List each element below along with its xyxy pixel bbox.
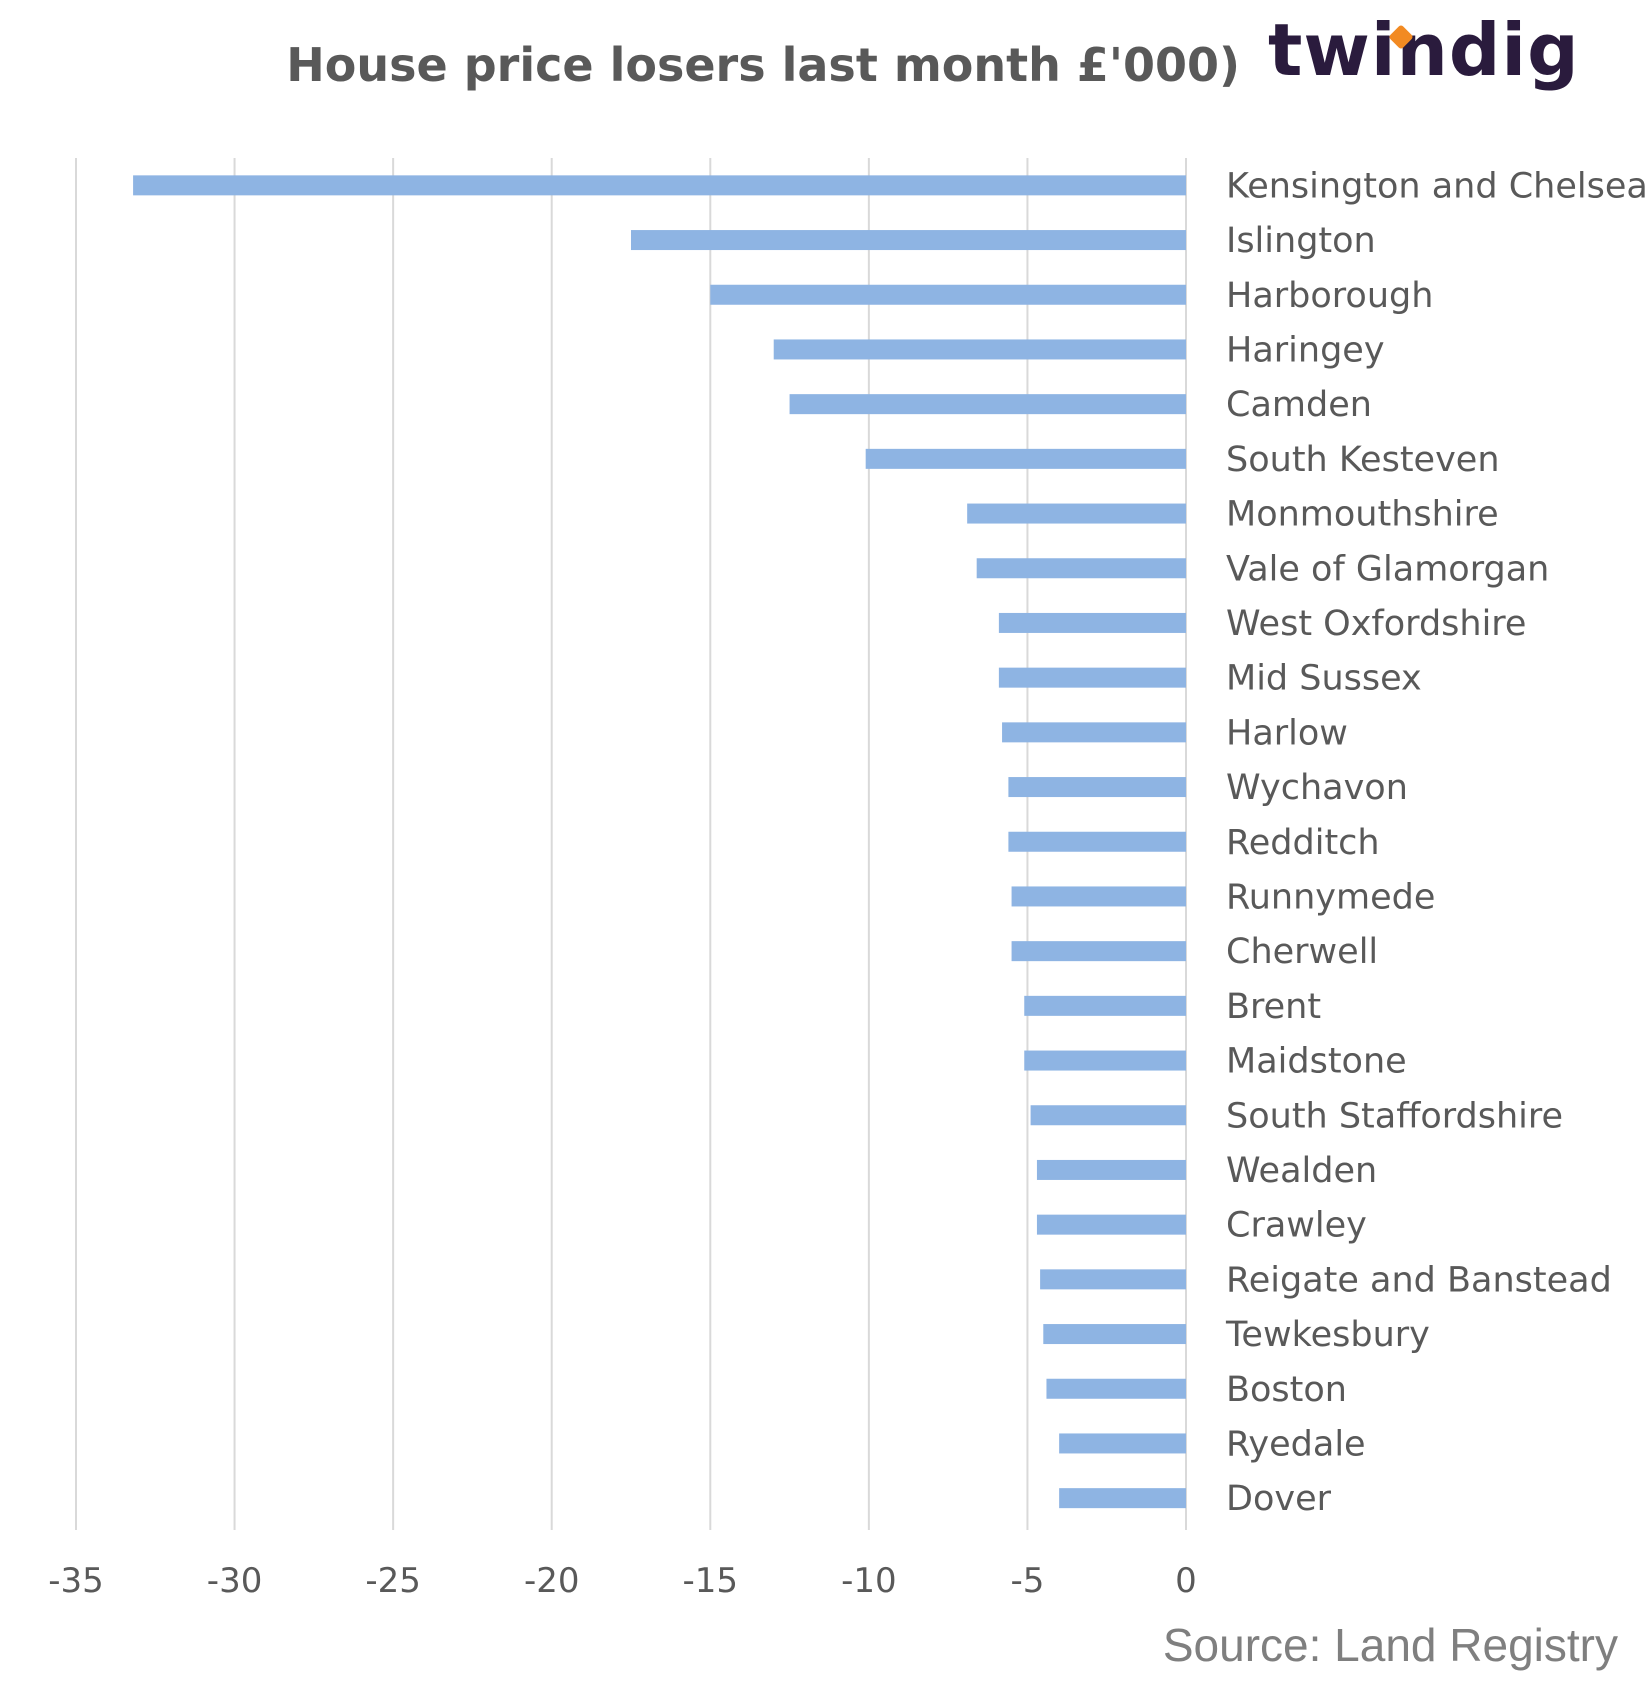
bar [1030, 1105, 1186, 1126]
x-axis-ticks: -35 -30 -25 -20 -15 -10 -5 0 [48, 1561, 1197, 1601]
category-label: Haringey [1226, 330, 1385, 370]
twindig-logo: twindig [1268, 8, 1580, 92]
bar [1011, 886, 1186, 907]
category-label: Dover [1226, 1479, 1332, 1519]
category-label: Wychavon [1226, 768, 1408, 808]
bar [967, 503, 1186, 524]
bar [1040, 1269, 1186, 1290]
category-label: Cherwell [1226, 932, 1378, 972]
bar [1059, 1433, 1186, 1454]
category-label: Kensington and Chelsea [1226, 166, 1648, 206]
category-label: Reigate and Banstead [1226, 1260, 1612, 1300]
bar [1036, 1159, 1186, 1180]
x-tick-label: -30 [207, 1561, 263, 1601]
bar [710, 284, 1186, 305]
bar [1043, 1324, 1186, 1345]
bar [1024, 995, 1186, 1016]
category-label: Crawley [1226, 1206, 1367, 1246]
category-label: West Oxfordshire [1226, 604, 1526, 644]
brand-name: twindig [1268, 8, 1580, 92]
bar [1002, 722, 1186, 743]
category-label: Ryedale [1226, 1424, 1366, 1464]
bar [998, 667, 1186, 688]
category-label: Mid Sussex [1226, 659, 1422, 699]
bar [865, 448, 1186, 469]
bar [133, 175, 1187, 196]
bar [789, 394, 1186, 415]
bar [998, 612, 1186, 633]
category-label: Tewkesbury [1225, 1315, 1430, 1355]
category-label: Harlow [1226, 713, 1348, 753]
category-label: Islington [1226, 221, 1376, 261]
bar [631, 230, 1186, 251]
category-label: Harborough [1226, 276, 1433, 316]
bar [1008, 831, 1186, 852]
bar [1008, 777, 1186, 798]
bar [1036, 1214, 1186, 1235]
category-label: Vale of Glamorgan [1226, 549, 1549, 589]
bar [1059, 1488, 1186, 1509]
x-tick-label: -15 [683, 1561, 739, 1601]
bar [1024, 1050, 1186, 1071]
bar [1011, 941, 1186, 962]
x-tick-label: -5 [1010, 1561, 1044, 1601]
category-label: Camden [1226, 385, 1372, 425]
bar [976, 558, 1186, 579]
category-label: Maidstone [1226, 1042, 1407, 1082]
category-label: Monmouthshire [1226, 495, 1499, 535]
category-label: Runnymede [1226, 877, 1435, 917]
x-tick-label: 0 [1175, 1561, 1197, 1601]
category-label: South Kesteven [1226, 440, 1500, 480]
bars [133, 175, 1187, 1509]
x-tick-label: -10 [841, 1561, 897, 1601]
source-note: Source: Land Registry [1162, 1619, 1618, 1671]
category-label: South Staffordshire [1226, 1096, 1563, 1136]
category-label: Wealden [1226, 1151, 1377, 1191]
bar [773, 339, 1186, 360]
category-label: Redditch [1226, 823, 1380, 863]
category-labels: Kensington and Chelsea Islington Harboroug… [1225, 166, 1648, 1519]
x-tick-label: -20 [524, 1561, 580, 1601]
category-label: Brent [1226, 987, 1321, 1027]
x-tick-label: -25 [365, 1561, 421, 1601]
x-tick-label: -35 [48, 1561, 104, 1601]
bar [1046, 1378, 1186, 1399]
category-label: Boston [1226, 1370, 1347, 1410]
chart-title: House price losers last month £'000) [286, 38, 1240, 92]
